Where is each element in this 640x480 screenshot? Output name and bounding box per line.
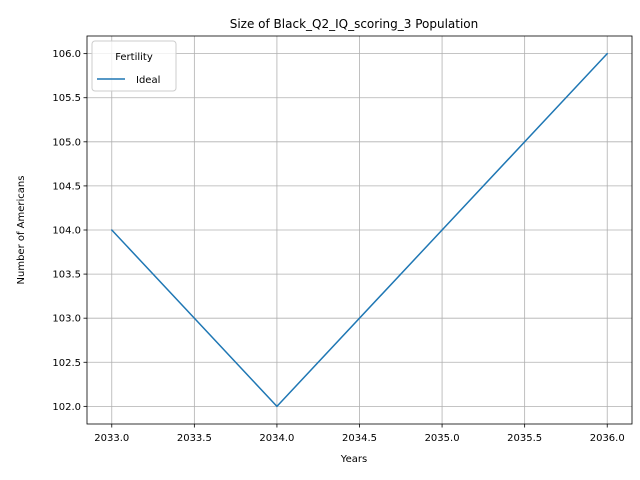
x-tick-label: 2033.0 bbox=[94, 433, 129, 444]
grid bbox=[87, 36, 632, 424]
legend-box bbox=[91, 40, 177, 92]
x-tick-label: 2033.5 bbox=[177, 433, 212, 444]
y-tick-label: 105.5 bbox=[52, 93, 81, 104]
y-tick-label: 104.0 bbox=[52, 226, 81, 237]
y-tick-label: 106.0 bbox=[52, 49, 81, 60]
y-tick-label: 103.0 bbox=[52, 314, 81, 325]
x-axis-ticks: 2033.0 2033.5 2034.0 2034.5 2035.0 2035.5 2036… bbox=[94, 424, 625, 444]
chart-title: Size of Black_Q2_IQ_scoring_3 Population bbox=[230, 17, 479, 31]
legend-label-ideal: Ideal bbox=[136, 75, 160, 86]
y-axis-label: Number of Americans bbox=[16, 176, 27, 285]
y-tick-label: 103.5 bbox=[52, 270, 81, 281]
y-tick-label: 102.5 bbox=[52, 358, 81, 369]
data-point bbox=[276, 405, 278, 408]
series-layer bbox=[111, 52, 608, 408]
data-point bbox=[606, 52, 608, 55]
x-axis-label: Years bbox=[340, 454, 367, 465]
x-tick-label: 2036.0 bbox=[590, 433, 625, 444]
series-line-ideal bbox=[111, 53, 608, 408]
data-point bbox=[441, 229, 443, 231]
data-point bbox=[111, 229, 113, 231]
x-tick-label: 2035.0 bbox=[425, 433, 460, 444]
x-tick-label: 2034.5 bbox=[342, 433, 377, 444]
y-axis-ticks: 102.0 102.5 103.0 103.5 104.0 104.5 105.0 105.5… bbox=[52, 49, 87, 413]
x-tick-label: 2034.0 bbox=[259, 433, 294, 444]
y-tick-label: 105.0 bbox=[52, 137, 81, 148]
y-tick-label: 102.0 bbox=[52, 402, 81, 413]
y-tick-label: 104.5 bbox=[52, 181, 81, 192]
legend: Fertility Ideal bbox=[91, 40, 177, 92]
legend-title: Fertility bbox=[115, 52, 153, 63]
x-tick-label: 2035.5 bbox=[507, 433, 542, 444]
